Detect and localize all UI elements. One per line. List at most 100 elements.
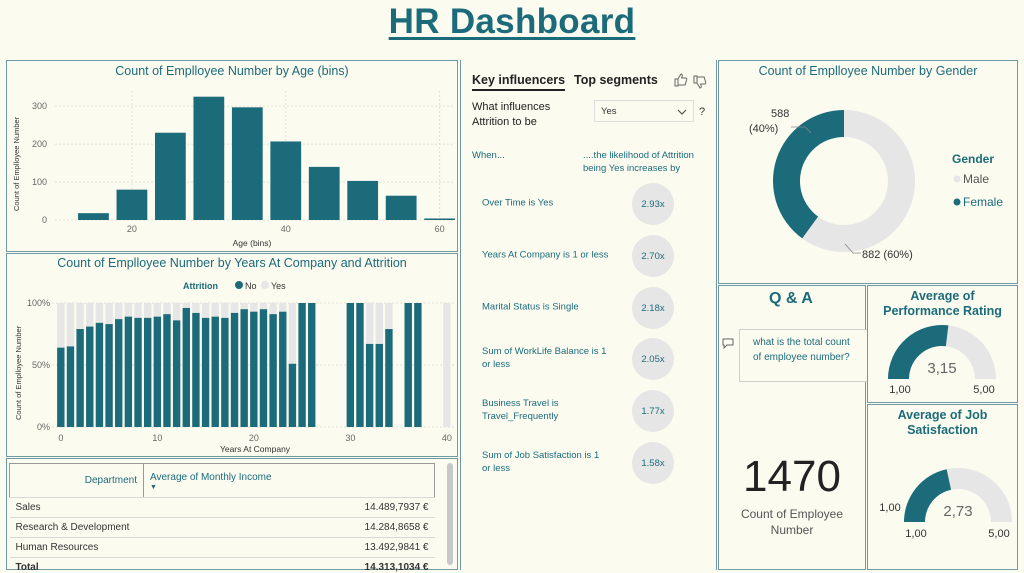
- gauge-min: 1,00: [905, 528, 926, 540]
- gender-legend-title: Gender: [952, 152, 994, 166]
- ki-item-label: Marital Status is Single: [482, 301, 579, 313]
- years-legend-yes-marker: [261, 281, 269, 289]
- bar-yes-year-9: [143, 303, 152, 318]
- total-value: 14.313,1034 €: [143, 557, 435, 573]
- row-dept: Research & Development: [9, 517, 144, 538]
- thumbs-down-icon[interactable]: [693, 75, 707, 89]
- age-ytick-100: 100: [32, 177, 47, 187]
- bar-no-year-2: [76, 329, 84, 427]
- age-xtick-20: 20: [127, 224, 137, 234]
- table-row[interactable]: Sales 14.489,7937 €: [9, 497, 435, 518]
- ki-item[interactable]: Sum of Job Satisfaction is 1 or less 1.5…: [480, 441, 710, 485]
- attrition-value-dropdown[interactable]: Yes: [594, 100, 694, 122]
- years-ytick-100: 100%: [27, 298, 50, 308]
- bar-age-35: [231, 107, 263, 220]
- job-gauge-panel[interactable]: Average of Job Satisfaction 1,00 2,73 1,…: [867, 404, 1018, 570]
- header-income[interactable]: Average of Monthly Income ▼: [143, 463, 435, 498]
- female-data-label: 882 (60%): [862, 249, 913, 261]
- years-chart-title: Count of Emplloyee Number by Years At Co…: [57, 256, 407, 270]
- bar-no-year-13: [182, 307, 190, 427]
- bar-yes-year-12: [172, 303, 181, 321]
- bar-yes-year-5: [105, 303, 113, 325]
- years-chart-panel[interactable]: Count of Emplloyee Number by Years At Co…: [6, 253, 458, 457]
- bar-yes-year-33: [375, 303, 383, 344]
- female-leader-line: [844, 243, 861, 254]
- male-leader-line: [791, 126, 812, 134]
- legend-male-label: Male: [963, 172, 989, 186]
- gauge-min: 1,00: [889, 384, 910, 396]
- tab-key-influencers[interactable]: Key influencers: [472, 73, 566, 91]
- years-legend-yes: Yes: [271, 281, 286, 291]
- bar-no-year-19: [240, 309, 248, 427]
- age-ytick-300: 300: [32, 101, 47, 111]
- gender-chart-panel[interactable]: Count of Emplloyee Number by Gender 588 …: [718, 60, 1018, 284]
- ki-item[interactable]: Sum of WorkLife Balance is 1 or less 2.0…: [480, 337, 710, 381]
- bar-no-year-5: [105, 324, 113, 427]
- qa-title: Q & A: [769, 290, 813, 307]
- sort-desc-icon[interactable]: ▼: [150, 484, 157, 491]
- bar-yes-year-40: [443, 303, 451, 427]
- bar-no-year-0: [57, 347, 65, 427]
- bar-no-year-18: [230, 312, 239, 427]
- bar-no-year-33: [375, 343, 383, 427]
- ki-item[interactable]: Years At Company is 1 or less 2.70x: [480, 234, 710, 278]
- ki-question: What influences Attrition to be: [472, 101, 551, 128]
- dashboard-title: HR Dashboard: [388, 2, 636, 41]
- ki-item-value: 2.05x: [632, 338, 674, 380]
- years-ylabel: Count of Emplloyee Number: [14, 325, 23, 420]
- table-scrollbar[interactable]: [447, 463, 453, 565]
- tab-top-segments[interactable]: Top segments: [574, 73, 658, 87]
- ki-item[interactable]: Business Travel is Travel_Frequently 1.7…: [480, 389, 710, 433]
- bar-no-year-34: [385, 329, 393, 427]
- years-xtick-0: 0: [58, 433, 63, 443]
- bar-no-year-16: [211, 316, 219, 427]
- bar-no-year-17: [221, 317, 229, 427]
- years-ytick-50: 50%: [32, 360, 50, 370]
- bar-yes-year-6: [115, 303, 123, 320]
- years-legend-no-marker: [235, 281, 243, 289]
- bar-age-55: [385, 195, 417, 220]
- table-row[interactable]: Research & Development 14.284,8658 €: [9, 517, 435, 538]
- gender-donut-chart: 588 (40%) 882 (60%) Gender Male Female: [749, 108, 1003, 261]
- legend-female-label: Female: [963, 195, 1003, 209]
- bar-yes-year-11: [163, 303, 171, 315]
- qa-panel[interactable]: Q & A what is the total count of employe…: [718, 285, 870, 570]
- bar-yes-year-32: [365, 303, 374, 344]
- table-row[interactable]: Human Resources 13.492,9841 €: [9, 537, 435, 558]
- help-icon[interactable]: ?: [699, 106, 706, 118]
- bar-age-50: [347, 180, 379, 220]
- bar-no-year-21: [259, 309, 268, 427]
- bar-yes-year-19: [240, 303, 248, 310]
- key-influencers-panel[interactable]: [460, 60, 717, 570]
- bar-yes-year-0: [57, 303, 65, 348]
- age-xtick-60: 60: [435, 224, 445, 234]
- table-total-row: Total 14.313,1034 €: [9, 557, 435, 573]
- age-xtick-40: 40: [281, 224, 291, 234]
- ki-item[interactable]: Over Time is Yes 2.93x: [480, 182, 710, 226]
- header-department[interactable]: Department: [9, 463, 144, 498]
- thumbs-up-icon[interactable]: [674, 73, 688, 87]
- ki-item[interactable]: Marital Status is Single 2.18x: [480, 286, 710, 330]
- row-income: 14.489,7937 €: [143, 497, 435, 518]
- age-ytick-200: 200: [32, 139, 47, 149]
- slice-female: [802, 110, 915, 252]
- years-xtick-20: 20: [249, 433, 259, 443]
- age-chart-panel[interactable]: Count of Emplloyee Number by Age (bins) …: [6, 60, 458, 252]
- gauge-fill: [888, 325, 949, 379]
- qa-question-box[interactable]: what is the total count of employee numb…: [739, 329, 870, 382]
- job-gauge-title: Average of Job Satisfaction: [897, 408, 988, 437]
- header-income-label: Average of Monthly Income: [150, 472, 272, 483]
- row-income: 14.284,8658 €: [143, 517, 435, 538]
- table-header-row: Department Average of Monthly Income ▼: [9, 463, 435, 498]
- bar-yes-year-21: [259, 303, 268, 310]
- male-pct-label: (40%): [749, 123, 778, 135]
- slice-male: [773, 110, 844, 239]
- bar-yes-year-2: [76, 303, 84, 330]
- bar-yes-year-7: [124, 303, 133, 317]
- job-satisfaction-gauge: 1,00 2,73 1,00 5,00: [879, 468, 1012, 540]
- performance-gauge-panel[interactable]: Average of Performance Rating 3,15 1,00 …: [867, 285, 1018, 403]
- bar-yes-year-17: [221, 303, 229, 318]
- department-income-table: Department Average of Monthly Income ▼ S…: [9, 463, 435, 573]
- ki-likelihood-label: ....the likelihood of Attrition being Ye…: [583, 150, 694, 174]
- bar-age-15: [78, 213, 109, 220]
